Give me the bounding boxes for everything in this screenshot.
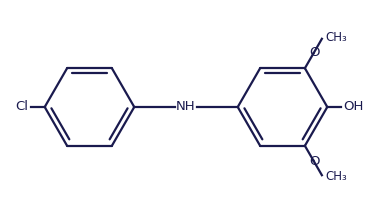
Text: Cl: Cl (16, 101, 29, 113)
Text: O: O (309, 155, 320, 168)
Text: NH: NH (176, 101, 196, 113)
Text: OH: OH (343, 101, 364, 113)
Text: CH₃: CH₃ (325, 31, 347, 44)
Text: CH₃: CH₃ (325, 170, 347, 183)
Text: O: O (309, 46, 320, 59)
